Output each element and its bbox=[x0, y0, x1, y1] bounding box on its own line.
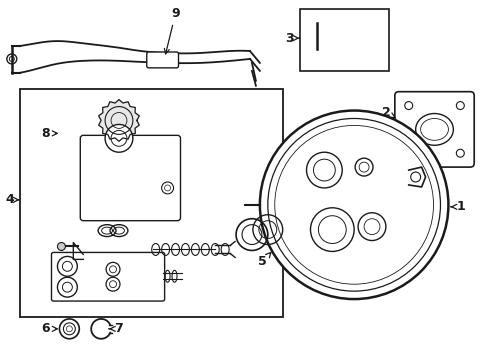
Bar bbox=[299, 9, 388, 71]
Text: 3: 3 bbox=[285, 32, 299, 45]
Text: 4: 4 bbox=[5, 193, 19, 206]
FancyBboxPatch shape bbox=[51, 252, 164, 301]
Text: 6: 6 bbox=[41, 322, 57, 336]
Circle shape bbox=[105, 125, 133, 152]
Text: 7: 7 bbox=[109, 322, 123, 336]
FancyBboxPatch shape bbox=[80, 135, 180, 221]
Text: 9: 9 bbox=[164, 7, 180, 54]
Text: 2: 2 bbox=[381, 106, 395, 119]
Circle shape bbox=[57, 243, 65, 251]
FancyBboxPatch shape bbox=[146, 52, 178, 68]
Text: 5: 5 bbox=[258, 252, 270, 268]
Circle shape bbox=[259, 111, 447, 299]
Bar bbox=[20, 89, 282, 317]
Circle shape bbox=[312, 19, 321, 28]
Polygon shape bbox=[99, 100, 139, 141]
Text: 8: 8 bbox=[41, 127, 57, 140]
FancyBboxPatch shape bbox=[394, 92, 473, 167]
Text: 1: 1 bbox=[450, 200, 465, 213]
